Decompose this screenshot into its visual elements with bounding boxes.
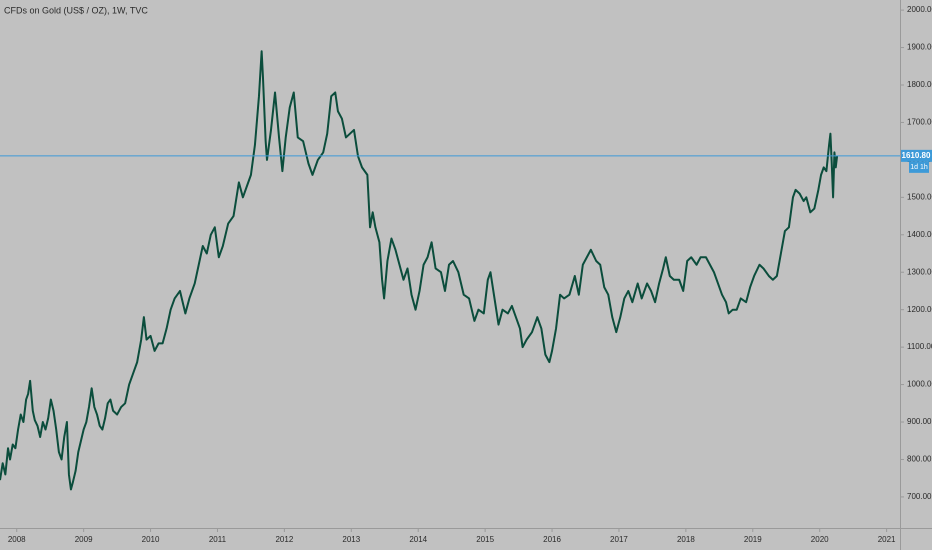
x-tick-label: 2012 <box>275 535 293 544</box>
x-tick-label: 2018 <box>677 535 695 544</box>
x-tick-label: 2008 <box>8 535 26 544</box>
x-tick-label: 2020 <box>811 535 829 544</box>
x-tick-label: 2019 <box>744 535 762 544</box>
x-tick-label: 2015 <box>476 535 494 544</box>
y-tick-label: 1200.00 <box>907 305 932 314</box>
x-tick-label: 2010 <box>142 535 160 544</box>
y-tick-label: 1900.00 <box>907 43 932 52</box>
x-tick-label: 2016 <box>543 535 561 544</box>
x-tick-label: 2014 <box>409 535 427 544</box>
y-tick-label: 1800.00 <box>907 80 932 89</box>
last-price-label: 1610.80 <box>902 151 931 160</box>
y-tick-label: 700.00 <box>907 492 932 501</box>
y-tick-label: 900.00 <box>907 417 932 426</box>
y-tick-label: 1400.00 <box>907 230 932 239</box>
x-tick-label: 2013 <box>342 535 360 544</box>
x-tick-label: 2017 <box>610 535 628 544</box>
x-tick-label: 2021 <box>878 535 896 544</box>
y-tick-label: 2000.00 <box>907 5 932 14</box>
y-tick-label: 800.00 <box>907 455 932 464</box>
countdown-label: 1d 1h <box>910 164 928 171</box>
price-line <box>0 50 839 491</box>
last-price-box <box>901 149 932 162</box>
x-tick-label: 2009 <box>75 535 93 544</box>
y-tick-label: 1700.00 <box>907 118 932 127</box>
y-tick-label: 1000.00 <box>907 380 932 389</box>
chart-title: CFDs on Gold (US$ / OZ), 1W, TVC <box>4 5 148 15</box>
y-tick-label: 1500.00 <box>907 192 932 201</box>
y-tick-label: 1300.00 <box>907 267 932 276</box>
x-tick-label: 2011 <box>209 535 227 544</box>
countdown-box <box>909 161 929 173</box>
y-tick-label: 1100.00 <box>907 342 932 351</box>
